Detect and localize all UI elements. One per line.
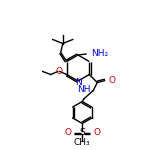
Text: N: N — [75, 78, 81, 87]
Text: O: O — [55, 67, 62, 76]
Text: NH₂: NH₂ — [91, 50, 108, 58]
Text: S: S — [79, 128, 85, 137]
Text: CH₃: CH₃ — [74, 138, 91, 147]
Text: O: O — [93, 128, 100, 137]
Text: O: O — [64, 128, 71, 137]
Text: NH: NH — [77, 85, 90, 94]
Text: O: O — [108, 76, 115, 85]
